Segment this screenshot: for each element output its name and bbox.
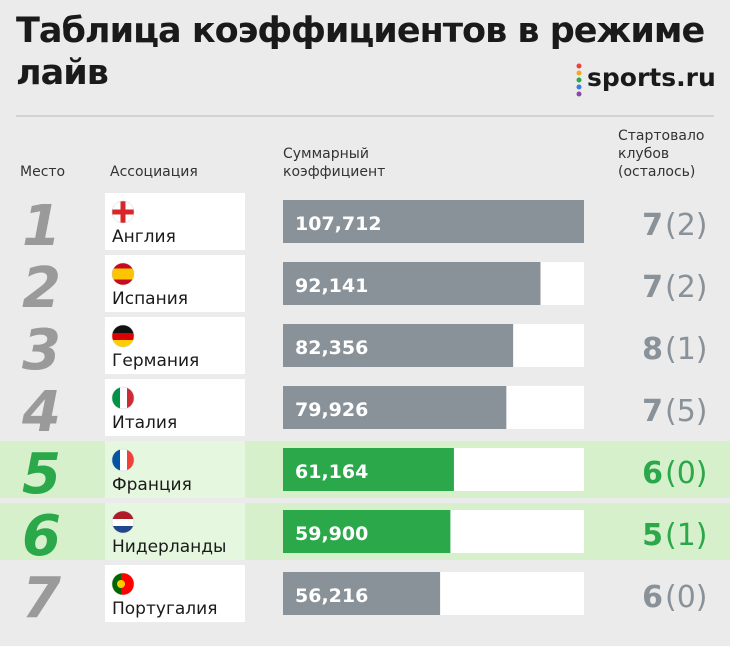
bar (283, 510, 451, 553)
column-header: Стартовало (618, 128, 704, 144)
bar-label: 92,141 (295, 275, 368, 297)
flag (112, 387, 120, 409)
clubs-started: 6 (642, 456, 663, 491)
bar-label: 79,926 (295, 399, 368, 421)
flag-outline (111, 572, 135, 596)
clubs-remaining: (1) (665, 332, 708, 367)
clubs-remaining: (2) (665, 270, 708, 305)
flag-outline (111, 262, 135, 286)
flag (112, 263, 134, 285)
place: 7 (22, 566, 61, 631)
column-header: (осталось) (618, 164, 695, 180)
clubs-remaining: (5) (665, 394, 708, 429)
flag (112, 209, 134, 215)
clubs-remaining: (1) (665, 518, 708, 553)
flag-outline (111, 510, 135, 534)
place: 2 (22, 256, 61, 321)
flag (127, 449, 134, 471)
flag (121, 573, 134, 595)
bar-label: 82,356 (295, 337, 368, 359)
flag (112, 449, 134, 471)
bar-label: 61,164 (295, 461, 368, 483)
association: Англия (112, 227, 176, 247)
column-header: Ассоциация (110, 164, 198, 180)
clubs-started: 7 (642, 394, 663, 429)
flag (120, 387, 127, 409)
title-line: Таблица коэффициентов в режиме (16, 11, 704, 51)
association: Франция (112, 475, 192, 495)
bar (283, 262, 541, 305)
flag (112, 511, 134, 533)
flag (112, 201, 134, 223)
clubs-remaining: (0) (665, 456, 708, 491)
flag (112, 449, 120, 471)
bar-label: 56,216 (295, 585, 368, 607)
flag (112, 268, 134, 280)
association: Португалия (112, 599, 217, 619)
clubs-started: 7 (642, 208, 663, 243)
bar (283, 324, 514, 367)
place: 3 (22, 318, 61, 383)
flag (112, 387, 134, 409)
association: Нидерланды (112, 537, 226, 557)
bar (283, 572, 441, 615)
bar (283, 448, 454, 491)
logo-dots (576, 63, 582, 97)
column-header: Место (20, 164, 65, 180)
clubs-started: 8 (642, 332, 663, 367)
flag (127, 387, 134, 409)
bar (283, 200, 584, 243)
clubs-remaining: (2) (665, 208, 708, 243)
association: Германия (112, 351, 199, 371)
flag (120, 449, 127, 471)
clubs-started: 6 (642, 580, 663, 615)
flag-outline (111, 448, 135, 472)
clubs-started: 5 (642, 518, 663, 553)
place: 1 (22, 194, 61, 259)
flag (112, 333, 134, 340)
column-header: клубов (618, 146, 669, 162)
bar-label: 59,900 (295, 523, 368, 545)
bar-label: 107,712 (295, 213, 382, 235)
flag (112, 340, 134, 347)
flag-outline (111, 324, 135, 348)
flag (112, 573, 121, 595)
flag (112, 511, 134, 519)
flag (112, 519, 134, 526)
column-header: Суммарный (283, 146, 369, 162)
association: Италия (112, 413, 177, 433)
title-line: лайв (16, 53, 108, 93)
clubs-started: 7 (642, 270, 663, 305)
flag (112, 325, 134, 333)
flag-outline (111, 386, 135, 410)
association: Испания (112, 289, 188, 309)
flag (117, 580, 125, 588)
clubs-remaining: (0) (665, 580, 708, 615)
place: 4 (21, 380, 61, 445)
bar (283, 386, 507, 429)
flag (112, 325, 134, 347)
flag (112, 573, 134, 595)
flag-outline (111, 200, 135, 224)
column-header: коэффициент (283, 164, 385, 180)
logo: sports.ru (587, 63, 716, 92)
flag (112, 526, 134, 533)
place: 6 (22, 504, 61, 569)
place: 5 (22, 442, 61, 507)
